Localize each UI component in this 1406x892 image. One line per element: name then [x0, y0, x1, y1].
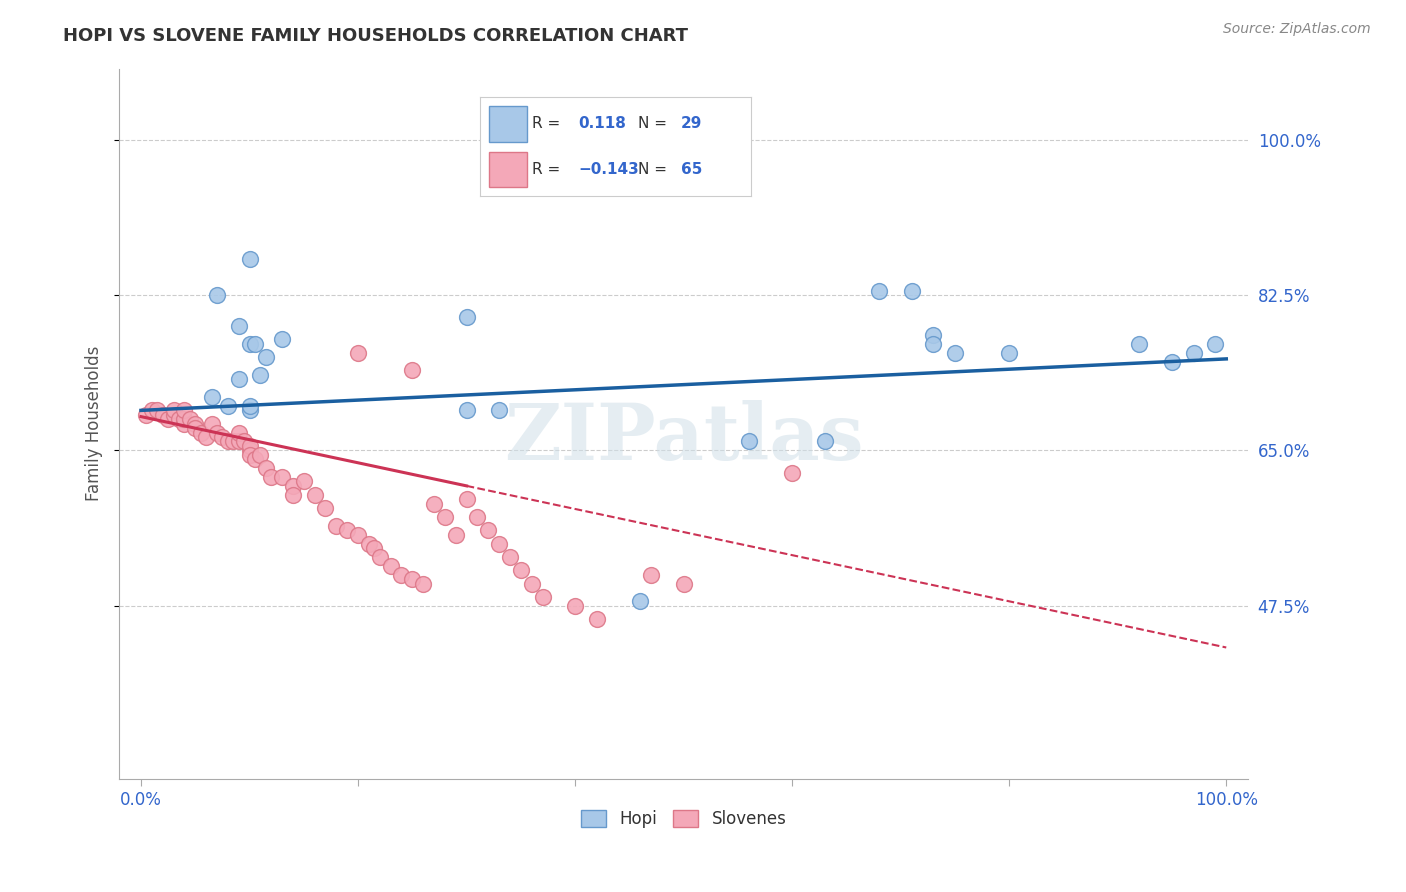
Point	[238, 399, 260, 413]
Text: Source: ZipAtlas.com: Source: ZipAtlas.com	[1223, 22, 1371, 37]
Legend: Hopi, Slovenes: Hopi, Slovenes	[574, 803, 793, 835]
Point	[1128, 336, 1150, 351]
Point	[249, 368, 271, 382]
Point	[363, 541, 385, 555]
Point	[943, 345, 966, 359]
Point	[238, 439, 260, 453]
Text: HOPI VS SLOVENE FAMILY HOUSEHOLDS CORRELATION CHART: HOPI VS SLOVENE FAMILY HOUSEHOLDS CORREL…	[63, 27, 689, 45]
Point	[271, 470, 294, 484]
Point	[173, 417, 195, 431]
Point	[456, 403, 478, 417]
Point	[249, 448, 271, 462]
Point	[222, 434, 245, 449]
Point	[1182, 345, 1205, 359]
Point	[488, 536, 510, 550]
Point	[564, 599, 586, 613]
Point	[922, 327, 945, 342]
Point	[243, 452, 266, 467]
Point	[238, 403, 260, 417]
Point	[190, 425, 212, 440]
Point	[238, 448, 260, 462]
Point	[228, 372, 250, 386]
Point	[135, 408, 157, 422]
Point	[173, 412, 195, 426]
Point	[205, 425, 228, 440]
Point	[336, 523, 359, 537]
Point	[357, 536, 380, 550]
Point	[179, 412, 201, 426]
Point	[520, 576, 543, 591]
Point	[531, 590, 554, 604]
Point	[488, 403, 510, 417]
Point	[152, 408, 174, 422]
Point	[243, 336, 266, 351]
Point	[314, 501, 336, 516]
Point	[238, 336, 260, 351]
Point	[184, 417, 207, 431]
Point	[228, 425, 250, 440]
Point	[281, 479, 304, 493]
Point	[184, 421, 207, 435]
Point	[157, 412, 180, 426]
Point	[238, 252, 260, 267]
Point	[254, 461, 277, 475]
Point	[1161, 354, 1184, 368]
Point	[628, 594, 651, 608]
Point	[672, 576, 695, 591]
Point	[585, 612, 607, 626]
Point	[304, 488, 326, 502]
Point	[423, 497, 446, 511]
Point	[814, 434, 837, 449]
Y-axis label: Family Households: Family Households	[86, 346, 103, 501]
Point	[640, 567, 662, 582]
Point	[141, 403, 163, 417]
Point	[433, 510, 456, 524]
Point	[325, 519, 347, 533]
Point	[900, 284, 922, 298]
Point	[292, 475, 315, 489]
Point	[401, 572, 423, 586]
Point	[205, 288, 228, 302]
Point	[162, 408, 184, 422]
Point	[211, 430, 233, 444]
Point	[217, 399, 239, 413]
Point	[868, 284, 890, 298]
Point	[368, 549, 391, 564]
Point	[1204, 336, 1226, 351]
Point	[281, 488, 304, 502]
Point	[401, 363, 423, 377]
Point	[228, 434, 250, 449]
Point	[391, 567, 413, 582]
Point	[254, 350, 277, 364]
Point	[228, 319, 250, 334]
Point	[167, 412, 190, 426]
Point	[780, 466, 803, 480]
Point	[998, 345, 1021, 359]
Point	[347, 527, 370, 541]
Point	[467, 510, 489, 524]
Point	[444, 527, 467, 541]
Point	[146, 403, 169, 417]
Point	[456, 492, 478, 507]
Point	[738, 434, 761, 449]
Point	[412, 576, 434, 591]
Point	[173, 403, 195, 417]
Point	[477, 523, 499, 537]
Point	[380, 558, 402, 573]
Point	[456, 310, 478, 325]
Point	[238, 443, 260, 458]
Point	[509, 563, 531, 577]
Point	[271, 332, 294, 346]
Point	[260, 470, 283, 484]
Text: ZIPatlas: ZIPatlas	[503, 400, 863, 476]
Point	[922, 336, 945, 351]
Point	[195, 430, 218, 444]
Point	[347, 345, 370, 359]
Point	[162, 403, 184, 417]
Point	[200, 417, 222, 431]
Point	[217, 434, 239, 449]
Point	[200, 390, 222, 404]
Point	[233, 434, 256, 449]
Point	[499, 549, 522, 564]
